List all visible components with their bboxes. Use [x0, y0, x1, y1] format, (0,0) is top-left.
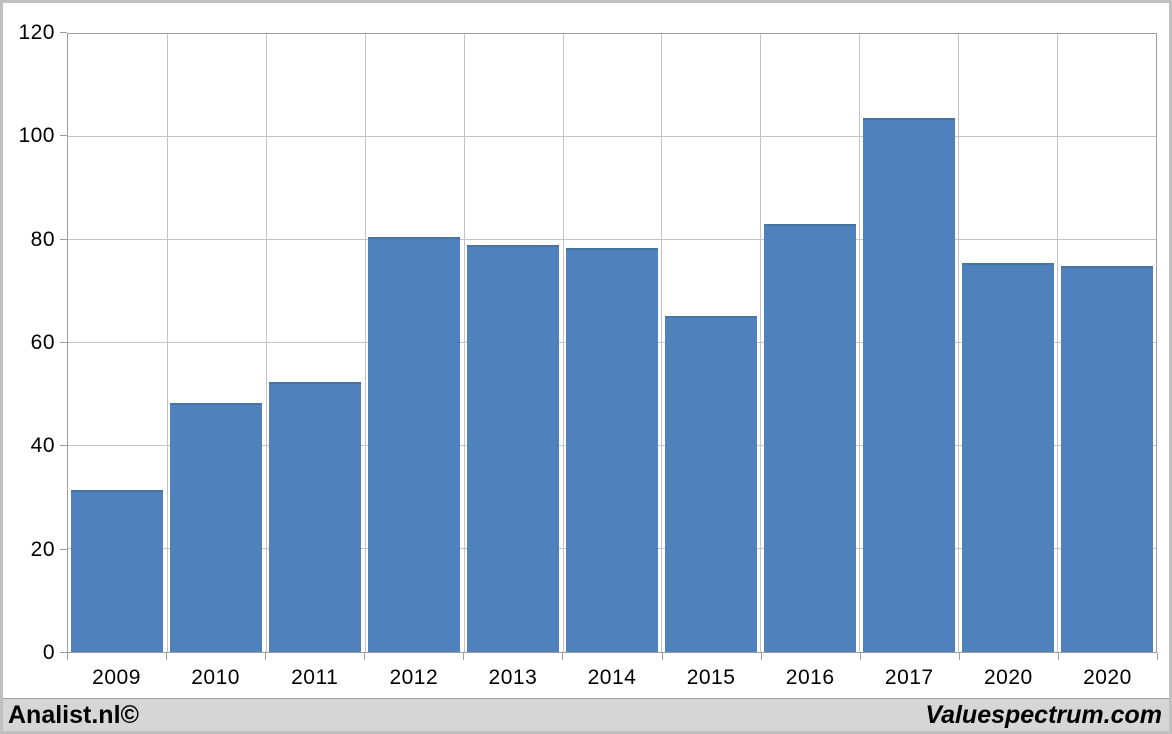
y-tick-60	[60, 342, 67, 343]
gridline-v-9	[958, 34, 960, 652]
y-tick-80	[60, 238, 67, 240]
x-tick-4	[463, 653, 465, 660]
x-axis-label-7: 2016	[785, 666, 835, 689]
gridline-v-2	[265, 34, 267, 652]
x-tick-11	[1157, 653, 1158, 660]
x-tick-8	[859, 653, 861, 660]
bar-2010	[170, 402, 263, 652]
gridline-v-7	[760, 34, 762, 652]
gridline-h-100	[68, 136, 1156, 137]
gridline-v-8	[859, 34, 861, 652]
bar-2020	[961, 263, 1054, 652]
x-tick-0	[67, 653, 68, 660]
x-axis-label-8: 2017	[884, 666, 934, 689]
x-tick-2	[265, 653, 267, 660]
x-tick-10	[1057, 653, 1059, 660]
y-tick-100	[60, 135, 67, 137]
y-tick-0	[60, 652, 67, 653]
chart-canvas: 0 20 40 60 80 100 120 2009 2010 2011 2012 2013 2014…	[3, 3, 1169, 698]
y-axis-label-100: 100	[18, 124, 55, 148]
plot-area	[67, 33, 1157, 653]
y-tick-20	[60, 548, 67, 550]
bar-2011	[269, 381, 362, 652]
x-tick-7	[760, 653, 762, 660]
x-axis-label-6: 2015	[686, 666, 736, 689]
gridline-v-6	[661, 34, 663, 652]
x-axis-label-1: 2010	[191, 666, 240, 689]
analist-brand-label: Analist.nl©	[8, 701, 139, 729]
x-axis-label-3: 2012	[389, 666, 439, 689]
x-tick-1	[166, 653, 168, 660]
bar-2016	[763, 224, 856, 652]
bar-2017	[862, 118, 955, 652]
x-tick-5	[562, 653, 564, 660]
bar-2013	[467, 245, 560, 652]
bar-2020	[1060, 265, 1153, 652]
gridline-v-5	[562, 34, 564, 652]
y-axis-label-120: 120	[18, 21, 55, 44]
y-tick-40	[60, 445, 67, 447]
y-tick-120	[60, 32, 67, 33]
gridline-v-3	[364, 34, 366, 652]
gridline-v-1	[166, 34, 168, 652]
bar-2015	[664, 315, 757, 652]
y-axis-label-20: 20	[30, 537, 55, 561]
x-tick-3	[364, 653, 366, 660]
valuespectrum-brand-label: Valuespectrum.com	[925, 701, 1162, 729]
y-axis-label-60: 60	[30, 331, 55, 354]
x-axis-label-10: 2020	[1083, 666, 1132, 689]
x-axis-label-2: 2011	[291, 666, 339, 689]
x-axis-label-0: 2009	[92, 666, 141, 689]
x-tick-9	[958, 653, 960, 660]
x-tick-6	[661, 653, 663, 660]
x-axis-label-5: 2014	[587, 666, 637, 689]
x-axis-label-9: 2020	[983, 666, 1033, 689]
y-axis-label-0: 0	[42, 641, 55, 664]
footer-bar: Analist.nl© Valuespectrum.com	[3, 698, 1169, 731]
gridline-v-4	[463, 34, 465, 652]
gridline-v-10	[1057, 34, 1059, 652]
y-axis-label-40: 40	[30, 434, 55, 458]
bar-2014	[566, 247, 658, 652]
gridline-h-80	[68, 239, 1156, 240]
bar-2012	[368, 237, 461, 652]
y-axis-label-80: 80	[30, 227, 55, 251]
bar-2009	[71, 489, 164, 652]
x-axis-label-4: 2013	[488, 666, 538, 689]
